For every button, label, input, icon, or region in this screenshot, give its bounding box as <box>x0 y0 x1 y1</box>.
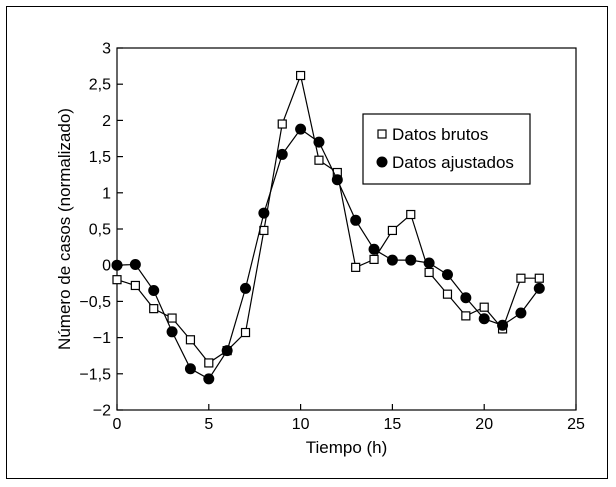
legend-label: Datos brutos <box>392 125 488 144</box>
adjusted-data-point <box>313 136 325 148</box>
adjusted-data-point <box>295 123 307 135</box>
raw-data-point <box>240 327 251 338</box>
axes: 0 5 10 15 20 25 3 2,5 2 1,5 1 0,5 0 −0,5 −1 −1,5 −2 <box>79 41 585 434</box>
raw-data-point <box>387 225 397 236</box>
raw-data-point <box>277 119 287 129</box>
adjusted-data-point <box>405 254 417 266</box>
adjusted-data-point <box>515 307 527 319</box>
x-tick-label: 15 <box>384 416 402 433</box>
raw-data-point <box>112 275 122 285</box>
legend-box <box>362 113 531 185</box>
raw-data-point <box>369 254 379 265</box>
x-axis-title: Tiempo (h) <box>306 438 388 457</box>
legend-marker <box>377 129 387 139</box>
y-tick-label: 0,5 <box>89 222 111 239</box>
x-tick-label: 5 <box>204 416 213 433</box>
raw-data-point <box>424 267 434 278</box>
adjusted-data-point <box>368 243 380 255</box>
x-tick-label: 20 <box>475 416 493 433</box>
y-tick-label: 2,5 <box>89 77 111 94</box>
raw-data-point <box>259 225 269 236</box>
y-tick-label: 1,5 <box>89 149 111 166</box>
adjusted-data-point <box>240 282 252 294</box>
adjusted-data-point <box>460 292 472 304</box>
adjusted-data-point <box>276 148 288 160</box>
figure-frame <box>6 6 608 479</box>
y-tick-label: −1 <box>93 330 111 347</box>
raw-data-point <box>442 289 453 299</box>
raw-data-point <box>516 273 526 283</box>
adjusted-data-point <box>497 319 509 331</box>
adjusted-data-point <box>386 254 398 266</box>
y-tick-label: 1 <box>102 185 111 202</box>
raw-data-point <box>314 155 324 165</box>
adjusted-data-point <box>478 313 490 325</box>
raw-data-point <box>296 70 306 81</box>
adjusted-data-point <box>423 257 435 269</box>
raw-data-point <box>479 302 489 312</box>
raw-data-point <box>149 304 159 314</box>
plot-area <box>116 47 577 411</box>
raw-data-point <box>130 280 140 291</box>
x-tick-label: 10 <box>292 416 310 433</box>
legend-marker <box>376 156 388 168</box>
raw-data-point <box>185 335 196 345</box>
adjusted-data-point <box>331 174 343 186</box>
raw-data-point <box>461 311 471 321</box>
legend-label: Datos ajustados <box>392 153 514 172</box>
raw-data-point <box>167 313 177 323</box>
x-tick-label: 0 <box>113 416 122 433</box>
series-1 <box>111 123 545 385</box>
y-axis-title: Número de casos (normalizado) <box>55 108 74 350</box>
plot-border <box>116 47 577 411</box>
adjusted-data-point <box>148 285 160 297</box>
raw-data-point <box>406 209 416 220</box>
adjusted-data-point <box>203 373 215 385</box>
adjusted-data-point <box>258 207 270 219</box>
x-tick-label: 25 <box>567 416 585 433</box>
adjusted-data-point <box>350 214 362 226</box>
series-0 <box>112 70 544 368</box>
y-tick-label: −0,5 <box>79 294 111 311</box>
series-layer <box>111 70 545 385</box>
y-tick-label: 0 <box>102 258 111 275</box>
adjusted-data-point <box>533 282 545 294</box>
adjusted-data-point <box>441 269 453 281</box>
y-tick-label: −2 <box>93 403 111 420</box>
adjusted-data-point <box>221 345 233 357</box>
adjusted-data-point <box>111 259 123 271</box>
raw-data-point <box>351 262 361 272</box>
legend: Datos brutos Datos ajustados <box>362 113 531 185</box>
adjusted-data-point <box>184 363 196 375</box>
raw-data-point <box>204 358 214 368</box>
y-tick-label: 3 <box>102 41 111 58</box>
adjusted-data-point <box>166 326 178 338</box>
raw-data-point <box>534 273 544 283</box>
y-tick-label: 2 <box>102 113 111 130</box>
adjusted-data-point <box>129 258 141 270</box>
y-tick-label: −1,5 <box>79 366 111 383</box>
